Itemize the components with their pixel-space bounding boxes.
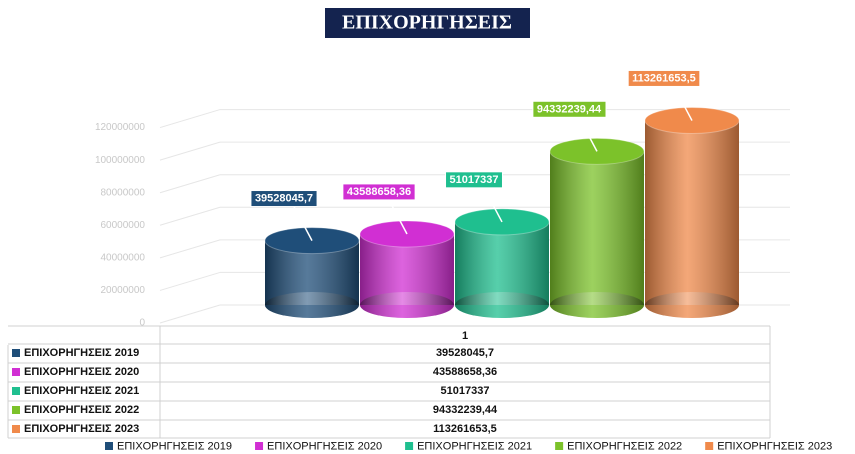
value-label-box: [627, 69, 701, 87]
y-tick-label: 40000000: [101, 252, 146, 263]
row-label: ΕΠΙΧΟΡΗΓΗΣΕΙΣ 2019: [24, 347, 139, 359]
legend-key: [405, 442, 414, 450]
legend-key: [105, 442, 113, 450]
title-box: [325, 8, 530, 38]
label-connector: [483, 187, 503, 223]
value-label-box: [445, 171, 503, 189]
value-label: 51017337: [450, 174, 499, 186]
grid-line: [159, 109, 221, 129]
grid-line: [159, 206, 221, 226]
legend-key: [555, 442, 564, 450]
table-value: 39528045,7: [436, 347, 494, 359]
bar: [264, 227, 360, 318]
legend-label: ΕΠΙΧΟΡΗΓΗΣΕΙΣ 2021: [417, 440, 532, 452]
legend-label: ΕΠΙΧΟΡΗΓΗΣΕΙΣ 2020: [267, 440, 382, 452]
bar-shade: [550, 151, 644, 305]
bar: [359, 220, 455, 318]
legend-key: [12, 387, 20, 395]
legend-key: [12, 406, 20, 414]
row-label: ΕΠΙΧΟΡΗΓΗΣΕΙΣ 2021: [24, 385, 139, 397]
row-label: ΕΠΙΧΟΡΗΓΗΣΕΙΣ 2022: [24, 404, 139, 416]
table-value: 51017337: [441, 385, 490, 397]
y-tick-label: 60000000: [101, 220, 146, 231]
legend-key: [705, 442, 714, 450]
legend-key: [12, 425, 20, 433]
y-tick-label: 120000000: [95, 122, 145, 133]
grid-line: [159, 271, 221, 291]
value-label: 113261653,5: [632, 72, 696, 84]
value-label-box: [342, 183, 416, 201]
legend-key: [12, 349, 20, 357]
grid-line: [159, 239, 221, 259]
chart-title: ΕΠΙΧΟΡΗΓΗΣΕΙΣ: [342, 12, 512, 34]
legend-key: [12, 368, 20, 376]
value-label-box: [250, 190, 318, 208]
grid-line: [159, 174, 221, 194]
data-table: 1 ΕΠΙΧΟΡΗΓΗΣΕΙΣ 2019 39528045,7 ΕΠΙΧΟΡΗΓΗΣ…: [7, 325, 771, 439]
legend-label: ΕΠΙΧΟΡΗΓΗΣΕΙΣ 2022: [567, 440, 682, 452]
label-connector: [293, 206, 313, 241]
table-value: 113261653,5: [433, 423, 497, 435]
bar: [549, 137, 645, 318]
label-connector: [388, 199, 408, 235]
value-label: 43588658,36: [347, 186, 411, 198]
row-label: ΕΠΙΧΟΡΗΓΗΣΕΙΣ 2023: [24, 423, 139, 435]
y-tick-label: 0: [139, 318, 145, 329]
y-tick-label: 20000000: [101, 285, 146, 296]
bar-shade: [455, 221, 549, 305]
legend: ΕΠΙΧΟΡΗΓΗΣΕΙΣ 2019 ΕΠΙΧΟΡΗΓΗΣΕΙΣ 2020 ΕΠΙΧ…: [105, 440, 832, 452]
grid-line: [159, 304, 221, 324]
row-label: ΕΠΙΧΟΡΗΓΗΣΕΙΣ 2020: [24, 366, 139, 378]
bars: 39528045,7 43588658,36 51017337 94332239,44…: [250, 69, 740, 318]
grid-line: [159, 141, 221, 161]
value-label-box: [532, 100, 607, 118]
legend-label: ΕΠΙΧΟΡΗΓΗΣΕΙΣ 2019: [117, 440, 232, 452]
value-label: 39528045,7: [255, 193, 313, 205]
label-connector: [578, 117, 598, 152]
bar: [454, 208, 550, 318]
y-tick-label: 100000000: [95, 155, 145, 166]
bar-shade: [645, 120, 739, 305]
category-label: 1: [462, 330, 468, 342]
table-value: 94332239,44: [433, 404, 498, 416]
y-tick-label: 80000000: [101, 187, 146, 198]
legend-key: [255, 442, 264, 450]
bar: [644, 107, 740, 318]
legend-label: ΕΠΙΧΟΡΗΓΗΣΕΙΣ 2023: [717, 440, 832, 452]
value-label: 94332239,44: [537, 103, 602, 115]
table-value: 43588658,36: [433, 366, 497, 378]
label-connector: [673, 86, 693, 121]
